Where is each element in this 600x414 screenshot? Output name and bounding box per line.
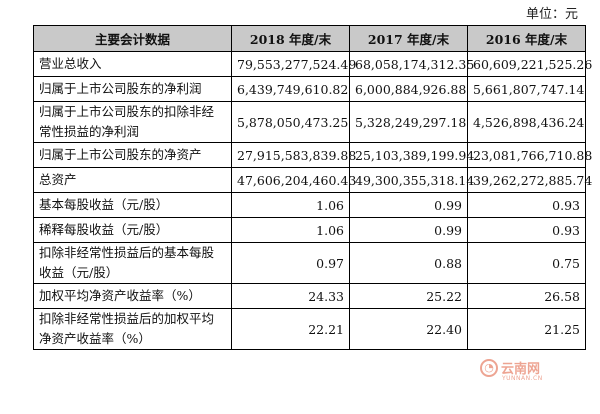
value-cell-2017: 5,328,249,297.18: [349, 101, 468, 143]
value-cell-2017: 25,103,389,199.94: [349, 142, 474, 168]
table-row: 归属于上市公司股东的净利润 6,439,749,610.82 6,000,884,9…: [33, 76, 586, 102]
value-cell-2018: 1.06: [231, 217, 350, 243]
value-cell-2018: 79,553,277,524.49: [231, 51, 356, 77]
financial-data-table: 主要会计数据 2018 年度/末 2017 年度/末 2016 年度/末 营业总…: [33, 25, 592, 350]
value-cell-2016: 21.25: [467, 308, 586, 350]
watermark-subtext: YUNNAN.CN: [502, 375, 543, 382]
watermark-text: 云南网: [501, 362, 541, 377]
header-year-2016: 2016 年度/末: [467, 25, 586, 52]
value-cell-2017: 22.40: [349, 308, 468, 350]
value-cell-2017: 49,300,355,318.14: [349, 167, 474, 193]
table-row: 营业总收入 79,553,277,524.49 68,058,174,312.35 6…: [33, 51, 592, 77]
value-cell-2016: 0.93: [467, 217, 586, 243]
value-cell-2017: 0.99: [349, 217, 468, 243]
row-label: 归属于上市公司股东的净资产: [33, 142, 232, 168]
row-label: 总资产: [33, 167, 232, 193]
value-cell-2018: 5,878,050,473.25: [231, 101, 350, 143]
table-row: 稀释每股收益（元/股） 1.06 0.99 0.93: [33, 217, 586, 243]
value-cell-2017: 6,000,884,926.88: [349, 76, 468, 102]
value-cell-2016: 23,081,766,710.88: [467, 142, 592, 168]
table-header-row: 主要会计数据 2018 年度/末 2017 年度/末 2016 年度/末: [33, 25, 586, 52]
row-label: 扣除非经常性损益后的基本每股收益（元/股）: [33, 242, 232, 284]
table-row: 基本每股收益（元/股） 1.06 0.99 0.93: [33, 192, 586, 218]
value-cell-2018: 24.33: [231, 283, 350, 309]
table-row: 扣除非经常性损益后的基本每股收益（元/股） 0.97 0.88 0.75: [33, 242, 586, 284]
row-label: 扣除非经常性损益后的加权平均净资产收益率（%）: [33, 308, 232, 350]
table-row: 扣除非经常性损益后的加权平均净资产收益率（%） 22.21 22.40 21.25: [33, 308, 586, 350]
value-cell-2018: 1.06: [231, 192, 350, 218]
row-label: 归属于上市公司股东的净利润: [33, 76, 232, 102]
value-cell-2016: 0.93: [467, 192, 586, 218]
value-cell-2017: 25.22: [349, 283, 468, 309]
value-cell-2016: 60,609,221,525.26: [467, 51, 592, 77]
value-cell-2018: 22.21: [231, 308, 350, 350]
unit-label: 单位：元: [525, 7, 578, 22]
table-row: 加权平均净资产收益率（%） 24.33 25.22 26.58: [33, 283, 586, 309]
row-label: 归属于上市公司股东的扣除非经常性损益的净利润: [33, 101, 232, 143]
header-year-2018: 2018 年度/末: [231, 25, 350, 52]
value-cell-2016: 26.58: [467, 283, 586, 309]
value-cell-2018: 6,439,749,610.82: [231, 76, 350, 102]
header-item: 主要会计数据: [33, 25, 232, 52]
value-cell-2018: 0.97: [231, 242, 350, 284]
header-year-2017: 2017 年度/末: [349, 25, 468, 52]
row-label: 加权平均净资产收益率（%）: [33, 283, 232, 309]
row-label: 营业总收入: [33, 51, 232, 77]
value-cell-2018: 47,606,204,460.43: [231, 167, 356, 193]
table-row: 归属于上市公司股东的扣除非经常性损益的净利润 5,878,050,473.25 5,…: [33, 101, 586, 143]
value-cell-2017: 68,058,174,312.35: [349, 51, 474, 77]
value-cell-2018: 27,915,583,839.88: [231, 142, 356, 168]
table-row: 总资产 47,606,204,460.43 49,300,355,318.14 39,…: [33, 167, 592, 193]
value-cell-2016: 5,661,807,747.14: [467, 76, 586, 102]
watermark: ◔ 云南网 YUNNAN.CN: [480, 358, 542, 382]
value-cell-2016: 0.75: [467, 242, 586, 284]
value-cell-2017: 0.99: [349, 192, 468, 218]
value-cell-2017: 0.88: [349, 242, 468, 284]
row-label: 稀释每股收益（元/股）: [33, 217, 232, 243]
value-cell-2016: 4,526,898,436.24: [467, 101, 586, 143]
value-cell-2016: 39,262,272,885.74: [467, 167, 592, 193]
row-label: 基本每股收益（元/股）: [33, 192, 232, 218]
table-row: 归属于上市公司股东的净资产 27,915,583,839.88 25,103,389…: [33, 142, 592, 168]
yunnan-logo-icon: ◔: [480, 358, 498, 377]
